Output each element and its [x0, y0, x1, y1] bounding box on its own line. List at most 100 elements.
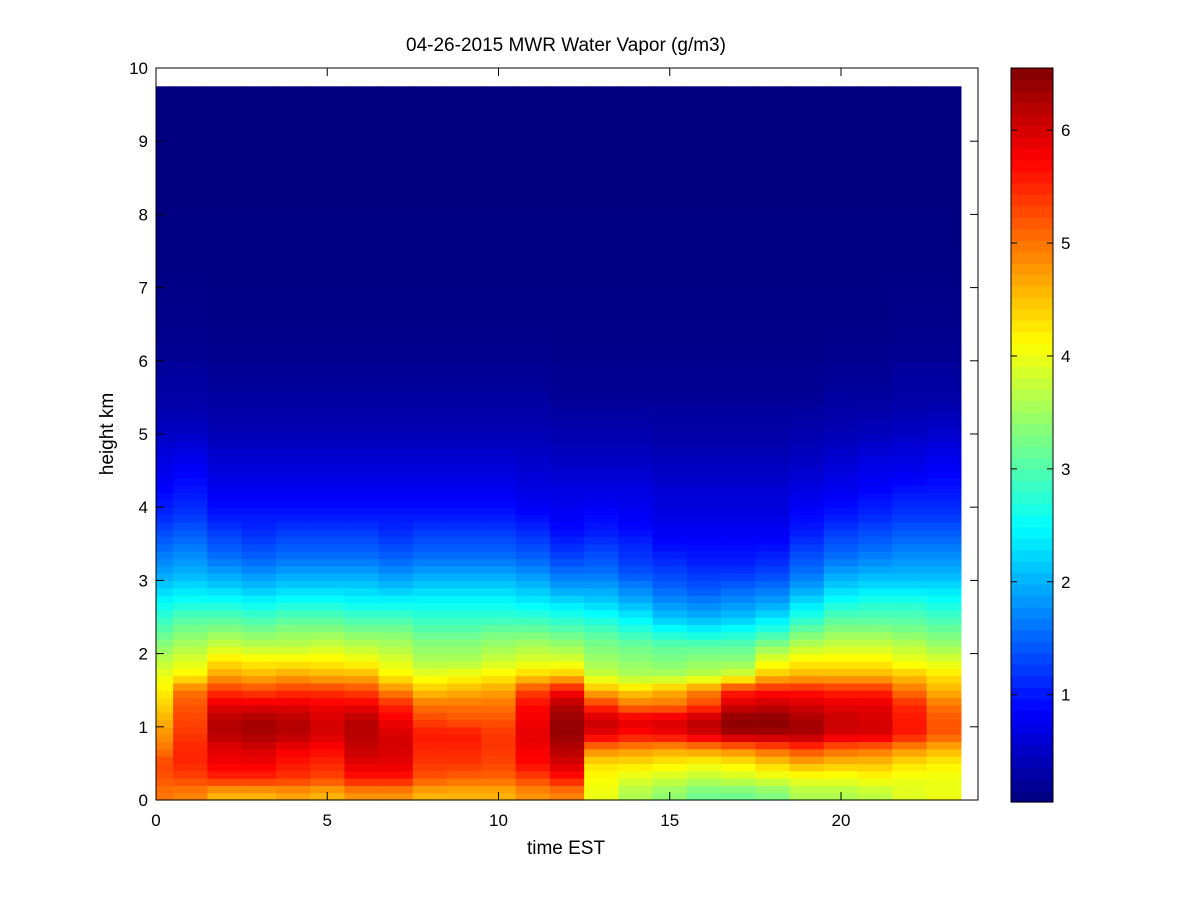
heatmap-cell — [173, 573, 208, 581]
heatmap-cell — [275, 470, 311, 479]
heatmap-cell — [310, 543, 345, 552]
heatmap-cell — [652, 251, 688, 270]
heatmap-cell — [515, 390, 551, 398]
colorbar-band — [1011, 733, 1053, 746]
heatmap-cell — [173, 734, 208, 743]
heatmap-cell — [207, 675, 243, 684]
heatmap-cell — [310, 646, 345, 655]
heatmap-cell — [549, 609, 585, 618]
heatmap-cell — [378, 360, 414, 369]
heatmap-cell — [173, 499, 208, 508]
heatmap-cell — [515, 104, 551, 124]
heatmap-cell — [447, 712, 482, 721]
heatmap-cell — [378, 565, 414, 574]
heatmap-cell — [618, 573, 654, 581]
heatmap-cell — [618, 448, 654, 457]
heatmap-cell — [789, 551, 825, 560]
heatmap-cell — [823, 214, 859, 234]
heatmap-cell — [241, 573, 277, 581]
colorbar-band — [1011, 515, 1053, 528]
heatmap-cell — [447, 324, 482, 344]
heatmap-cell — [481, 756, 517, 764]
heatmap-cell — [652, 675, 688, 684]
heatmap-cell — [412, 682, 448, 691]
heatmap-cell — [721, 305, 756, 325]
heatmap-cell — [926, 719, 962, 728]
heatmap-cell — [892, 485, 928, 494]
heatmap-cell — [481, 726, 517, 735]
heatmap-cell — [344, 485, 380, 494]
heatmap-cell — [823, 748, 859, 757]
heatmap-cell — [310, 690, 345, 699]
heatmap-cell — [481, 763, 517, 772]
heatmap-cell — [858, 638, 893, 647]
heatmap-cell — [686, 756, 722, 764]
heatmap-cell — [652, 748, 688, 757]
heatmap-cell — [241, 726, 277, 735]
colorbar-band — [1011, 194, 1053, 207]
heatmap-cell — [310, 434, 345, 442]
heatmap-cell — [721, 375, 756, 384]
heatmap-cell — [926, 426, 962, 435]
heatmap-cell — [447, 492, 482, 501]
heatmap-cell — [721, 653, 756, 662]
heatmap-cell — [310, 675, 345, 684]
heatmap-cell — [686, 770, 722, 779]
heatmap-cell — [926, 770, 962, 779]
heatmap-cell — [378, 397, 414, 406]
heatmap-cell — [549, 412, 585, 420]
heatmap-cell — [652, 122, 688, 142]
heatmap-cell — [310, 269, 345, 289]
heatmap-cell — [823, 653, 859, 662]
heatmap-cell — [481, 660, 517, 669]
heatmap-cell — [481, 159, 517, 179]
heatmap-cell — [823, 734, 859, 743]
heatmap-cell — [344, 397, 380, 406]
heatmap-cell — [584, 342, 619, 362]
heatmap-cell — [686, 551, 722, 560]
heatmap-cell — [618, 419, 654, 428]
heatmap-cell — [481, 251, 517, 270]
heatmap-cell — [721, 507, 756, 516]
heatmap-cell — [344, 536, 380, 545]
heatmap-cell — [755, 375, 791, 384]
heatmap-cell — [481, 397, 517, 406]
heatmap-cell — [926, 646, 962, 655]
heatmap-cell — [275, 404, 311, 413]
heatmap-cell — [584, 529, 619, 538]
heatmap-cell — [755, 412, 791, 420]
heatmap-cell — [858, 514, 893, 523]
heatmap-cell — [755, 682, 791, 691]
heatmap-cell — [241, 529, 277, 538]
heatmap-cell — [310, 704, 345, 713]
heatmap-cell — [412, 756, 448, 764]
heatmap-cell — [156, 646, 174, 655]
heatmap-cell — [275, 551, 311, 560]
heatmap-cell — [823, 485, 859, 494]
heatmap-cell — [378, 595, 414, 603]
heatmap-cell — [652, 397, 688, 406]
heatmap-cell — [618, 196, 654, 215]
heatmap-cell — [275, 342, 311, 362]
heatmap-cell — [344, 573, 380, 581]
heatmap-cell — [275, 770, 311, 779]
heatmap-cell — [481, 521, 517, 530]
heatmap-cell — [755, 104, 791, 124]
colorbar-band — [1011, 435, 1053, 448]
heatmap-cell — [378, 141, 414, 161]
heatmap-cell — [515, 448, 551, 457]
heatmap-cell — [858, 177, 893, 197]
heatmap-cell — [858, 412, 893, 420]
heatmap-cell — [789, 514, 825, 523]
heatmap-cell — [310, 470, 345, 479]
heatmap-cell — [515, 477, 551, 486]
heatmap-cell — [310, 785, 345, 794]
heatmap-cell — [447, 232, 482, 252]
heatmap-cell — [755, 609, 791, 618]
heatmap-cell — [515, 499, 551, 508]
heatmap-cell — [241, 704, 277, 713]
heatmap-cell — [549, 441, 585, 450]
heatmap-cell — [310, 390, 345, 398]
heatmap-cell — [156, 232, 174, 252]
heatmap-cell — [686, 712, 722, 721]
